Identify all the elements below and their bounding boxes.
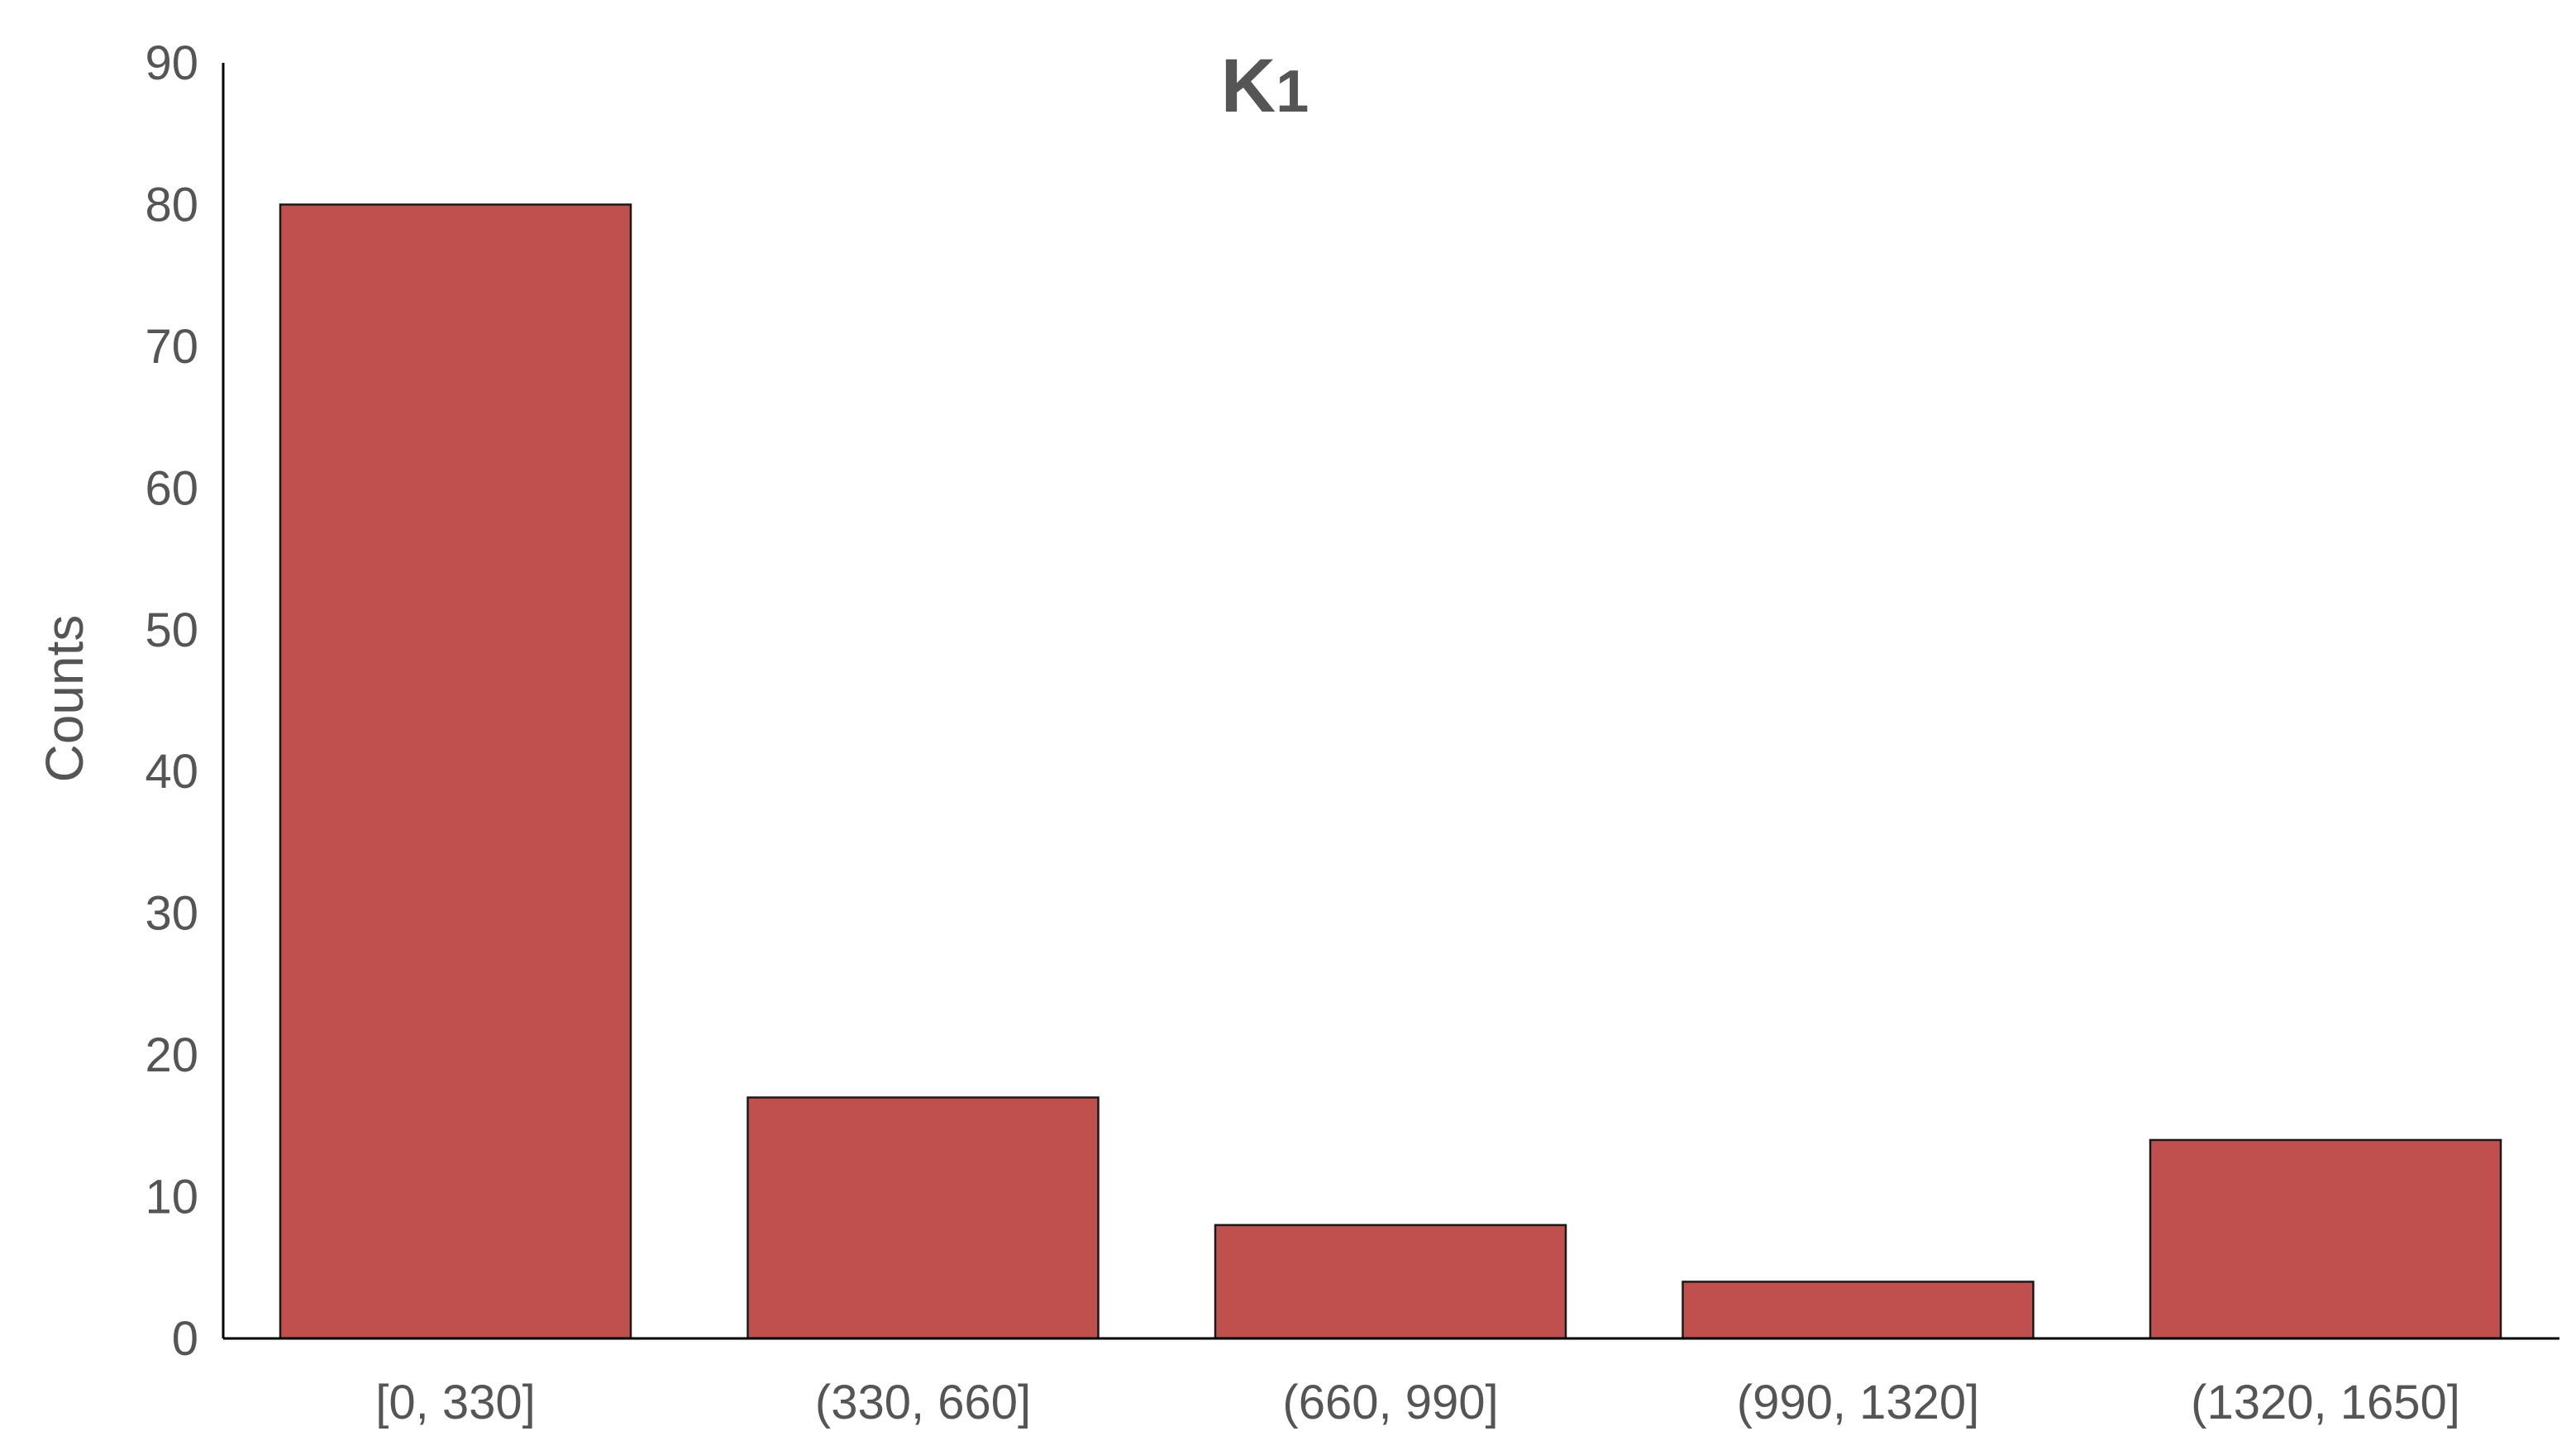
bar: [2149, 1138, 2502, 1340]
y-tick-label: 0: [172, 1312, 198, 1366]
chart-title-subscript: 1: [1276, 59, 1309, 125]
bar: [1214, 1224, 1567, 1340]
x-tick-label: (990, 1320]: [1737, 1376, 1979, 1429]
y-tick-label: 40: [145, 745, 198, 799]
y-axis-title: Counts: [35, 615, 94, 783]
bar-series: [279, 203, 2502, 1340]
y-tick-label: 60: [145, 461, 198, 515]
axes: [222, 63, 2559, 1340]
x-tick-label: (330, 660]: [815, 1376, 1031, 1429]
y-axis-ticks: 0 10 20 30 40 50 60 70 80 90: [145, 36, 198, 1366]
y-tick-label: 20: [145, 1028, 198, 1082]
bar: [279, 203, 632, 1340]
y-tick-label: 80: [145, 178, 198, 231]
x-tick-label: [0, 330]: [375, 1376, 535, 1429]
y-tick-label: 50: [145, 603, 198, 657]
y-tick-label: 30: [145, 887, 198, 941]
x-axis-ticks: [0, 330] (330, 660] (660, 990] (990, 1320] (…: [375, 1376, 2460, 1429]
y-tick-label: 10: [145, 1171, 198, 1224]
bar: [1682, 1281, 2035, 1340]
y-tick-label: 90: [145, 36, 198, 90]
bar: [747, 1096, 1100, 1340]
x-tick-label: (660, 990]: [1282, 1376, 1498, 1429]
chart-title-main: K: [1221, 44, 1276, 128]
y-tick-label: 70: [145, 320, 198, 374]
chart-title: K1: [1221, 44, 1309, 128]
x-tick-label: (1320, 1650]: [2191, 1376, 2460, 1429]
